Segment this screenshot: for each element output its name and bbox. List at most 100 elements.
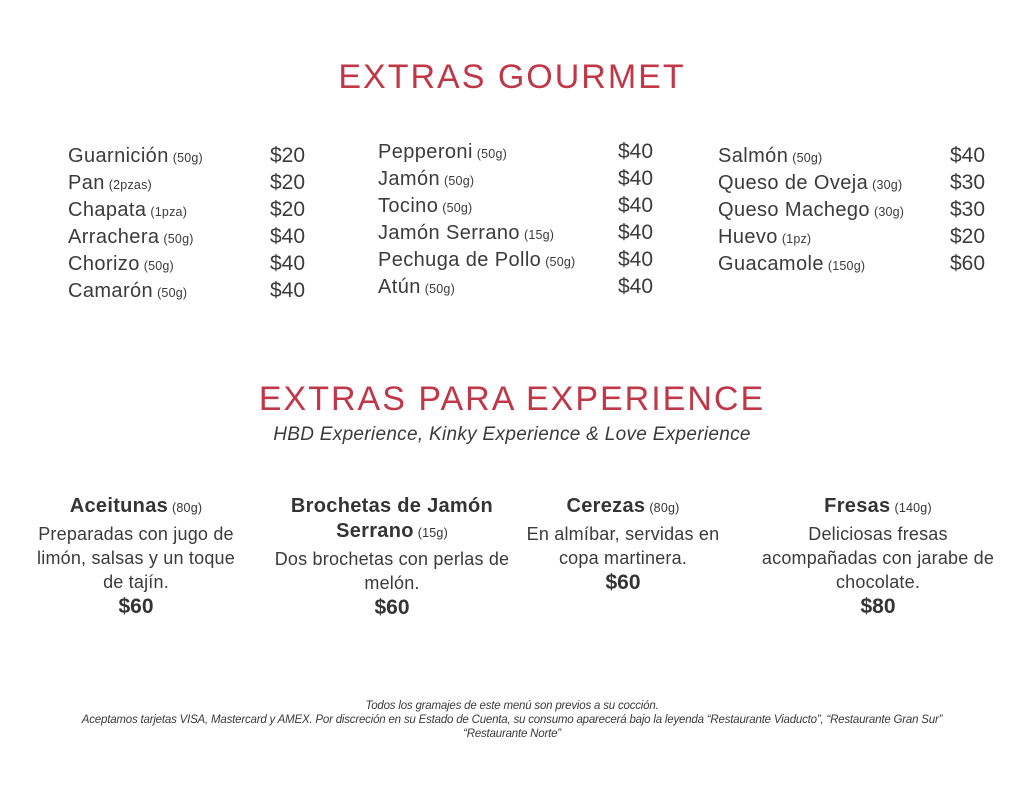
menu-item: Atún (50g) $40	[378, 275, 662, 302]
item-portion: (15g)	[523, 228, 555, 242]
item-name-text: Jamón	[378, 168, 441, 190]
menu-item: Pepperoni (50g) $40	[378, 140, 662, 167]
footer-line-2: Aceptamos tarjetas VISA, Mastercard y AM…	[81, 714, 943, 726]
item-price: $40	[618, 221, 654, 244]
item-name: Pechuga de Pollo (50g)	[378, 249, 618, 272]
item-portion: (1pz)	[781, 232, 812, 246]
item-portion: (50g)	[172, 151, 203, 165]
card-price: $60	[118, 595, 154, 618]
item-price: $20	[270, 171, 306, 194]
item-name-text: Atún	[378, 276, 421, 298]
item-price: $40	[618, 140, 654, 163]
card-name-text: Aceitunas	[69, 495, 169, 517]
gourmet-column-3: Salmón (50g) $40 Queso de Oveja (30g) $30 …	[718, 144, 994, 279]
item-name: Arrachera (50g)	[68, 226, 270, 249]
item-price: $20	[270, 144, 306, 167]
card-title: Brochetas de Jamón Serrano (15g)	[272, 494, 512, 546]
item-name: Salmón (50g)	[718, 145, 950, 168]
menu-item: Tocino (50g) $40	[378, 194, 662, 221]
item-portion: (50g)	[143, 259, 174, 273]
item-price: $30	[950, 171, 986, 194]
item-portion: (30g)	[873, 205, 905, 219]
item-name: Guacamole (150g)	[718, 253, 950, 276]
item-name: Huevo (1pz)	[718, 226, 950, 249]
menu-item: Guarnición (50g) $20	[68, 144, 314, 171]
menu-item: Chorizo (50g) $40	[68, 252, 314, 279]
item-name-text: Chorizo	[68, 253, 140, 275]
item-name: Chapata (1pza)	[68, 199, 270, 222]
card-name-text: Brochetas de Jamón Serrano	[290, 495, 494, 542]
card-portion: (80g)	[172, 501, 203, 515]
experience-subtitle: HBD Experience, Kinky Experience & Love …	[273, 424, 751, 445]
item-portion: (30g)	[872, 178, 903, 192]
item-portion: (1pza)	[150, 205, 188, 219]
menu-item: Pechuga de Pollo (50g) $40	[378, 248, 662, 275]
item-name: Jamón (50g)	[378, 168, 618, 191]
item-portion: (150g)	[827, 259, 866, 273]
item-portion: (2pzas)	[108, 178, 152, 192]
footer-line-1: Todos los gramajes de este menú son prev…	[365, 700, 659, 712]
item-portion: (50g)	[157, 286, 188, 300]
item-price: $40	[618, 167, 654, 190]
card-portion: (15g)	[417, 526, 448, 540]
footer-line-3: “Restaurante Norte”	[463, 728, 561, 740]
item-price: $40	[270, 252, 306, 275]
item-name-text: Pepperoni	[378, 141, 473, 163]
item-portion: (50g)	[792, 151, 823, 165]
menu-item: Huevo (1pz) $20	[718, 225, 994, 252]
item-price: $40	[270, 225, 306, 248]
item-price: $40	[618, 194, 654, 217]
card-description: Preparadas con jugo de limón, salsas y u…	[37, 524, 235, 592]
item-name: Guarnición (50g)	[68, 145, 270, 168]
item-name-text: Guacamole	[718, 253, 824, 275]
footer-disclaimer: Todos los gramajes de este menú son prev…	[0, 699, 1024, 741]
item-name: Queso de Oveja (30g)	[718, 172, 950, 195]
card-price: $80	[860, 595, 896, 618]
item-name-text: Pan	[68, 172, 105, 194]
item-portion: (50g)	[476, 147, 507, 161]
card-description: Deliciosas fresas acompañadas con jarabe…	[761, 524, 995, 592]
card-price: $60	[605, 571, 641, 594]
item-name: Pepperoni (50g)	[378, 141, 618, 164]
menu-item: Salmón (50g) $40	[718, 144, 994, 171]
gourmet-column-1: Guarnición (50g) $20 Pan (2pzas) $20 Chapa…	[68, 144, 314, 306]
item-name: Tocino (50g)	[378, 195, 618, 218]
menu-item: Chapata (1pza) $20	[68, 198, 314, 225]
item-price: $60	[950, 252, 986, 275]
item-name-text: Tocino	[378, 195, 439, 217]
item-name-text: Queso de Oveja	[718, 172, 869, 194]
item-price: $20	[950, 225, 986, 248]
item-portion: (50g)	[424, 282, 455, 296]
card-title: Cerezas (80g)	[512, 494, 734, 521]
menu-item: Guacamole (150g) $60	[718, 252, 994, 279]
menu-item: Camarón (50g) $40	[68, 279, 314, 306]
item-portion: (50g)	[545, 255, 576, 269]
menu-item: Arrachera (50g) $40	[68, 225, 314, 252]
item-name-text: Queso Machego	[718, 199, 870, 221]
item-name-text: Huevo	[718, 226, 778, 248]
item-name: Queso Machego (30g)	[718, 199, 950, 222]
card-title: Aceitunas (80g)	[30, 494, 242, 521]
item-name: Chorizo (50g)	[68, 253, 270, 276]
card-portion: (80g)	[649, 501, 680, 515]
item-price: $40	[950, 144, 986, 167]
card-portion: (140g)	[894, 501, 932, 515]
menu-item: Jamón Serrano (15g) $40	[378, 221, 662, 248]
item-price: $20	[270, 198, 306, 221]
item-name-text: Salmón	[718, 145, 789, 167]
experience-card-aceitunas: Aceitunas (80g) Preparadas con jugo de li…	[30, 494, 242, 619]
card-description: Dos brochetas con perlas de melón.	[274, 549, 510, 593]
item-name: Atún (50g)	[378, 276, 618, 299]
item-name-text: Pechuga de Pollo	[378, 249, 542, 271]
item-name: Pan (2pzas)	[68, 172, 270, 195]
menu-item: Pan (2pzas) $20	[68, 171, 314, 198]
menu-item: Queso Machego (30g) $30	[718, 198, 994, 225]
item-portion: (50g)	[444, 174, 475, 188]
item-price: $30	[950, 198, 986, 221]
item-price: $40	[618, 248, 654, 271]
card-name-text: Fresas	[824, 495, 891, 517]
item-name-text: Jamón Serrano	[378, 222, 520, 244]
card-name-text: Cerezas	[566, 495, 646, 517]
item-name-text: Chapata	[68, 199, 147, 221]
